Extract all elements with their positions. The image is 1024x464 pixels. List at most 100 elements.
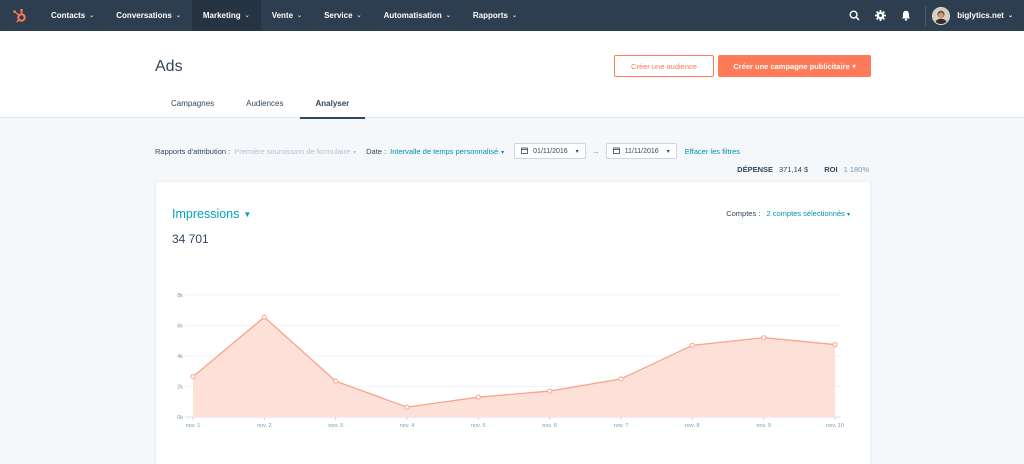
date-range-dropdown[interactable]: Intervalle de temps personnalisé ▾ xyxy=(390,147,504,156)
metric-total: 34 701 xyxy=(172,232,209,246)
tab-campaigns[interactable]: Campagnes xyxy=(171,99,215,108)
x-tick-label: nov. 8 xyxy=(685,423,700,429)
create-campaign-label: Créer une campagne publicitaire xyxy=(733,61,850,71)
roi-label: ROI xyxy=(824,165,838,174)
nav-item-contacts[interactable]: Contacts ⌄ xyxy=(40,0,105,31)
caret-down-icon: ▾ xyxy=(852,63,856,70)
nav-item-rapports[interactable]: Rapports ⌄ xyxy=(462,0,528,31)
data-point xyxy=(547,388,553,394)
chevron-down-icon: ⌄ xyxy=(445,13,451,19)
hubspot-logo-icon[interactable] xyxy=(0,0,40,31)
nav-item-service[interactable]: Service ⌄ xyxy=(313,0,373,31)
caret-down-icon: ▼ xyxy=(243,209,252,219)
chevron-down-icon: ⌄ xyxy=(1007,13,1013,19)
gear-icon[interactable] xyxy=(867,0,893,31)
accounts-value: 2 comptes sélectionnés xyxy=(766,209,845,218)
x-tick-label: nov. 10 xyxy=(826,423,844,429)
nav-item-label: Marketing xyxy=(202,11,241,20)
metric-dropdown[interactable]: Impressions ▼ xyxy=(172,207,251,221)
data-point xyxy=(404,404,410,410)
nav-item-label: Contacts xyxy=(51,11,86,20)
chevron-down-icon: ⌄ xyxy=(356,13,362,19)
nav-item-conversations[interactable]: Conversations ⌄ xyxy=(105,0,192,31)
calendar-icon xyxy=(521,147,529,156)
metric-label: Impressions xyxy=(172,207,240,221)
data-point xyxy=(761,335,767,341)
data-point xyxy=(618,376,624,382)
chevron-down-icon: ⌄ xyxy=(297,13,303,19)
y-tick-label: 2k xyxy=(177,385,183,391)
data-point xyxy=(190,374,196,380)
series-area xyxy=(193,317,835,417)
attribution-dropdown[interactable]: Première soumission de formulaire ▾ xyxy=(234,147,356,156)
ads-tabs: Campagnes Audiences Analyser xyxy=(155,93,366,119)
accounts-label: Comptes : xyxy=(726,209,761,218)
x-tick-label: nov. 4 xyxy=(400,423,415,429)
data-point xyxy=(832,342,838,348)
nav-item-label: Automatisation xyxy=(383,11,442,20)
arrow-right-icon: → xyxy=(591,146,600,156)
page-title: Ads xyxy=(155,58,183,75)
attribution-label: Rapports d'attribution : xyxy=(155,146,231,156)
x-tick-label: nov. 7 xyxy=(614,423,629,429)
series-line xyxy=(192,316,836,408)
caret-down-icon: ▾ xyxy=(575,148,579,155)
avatar xyxy=(932,6,951,25)
chevron-down-icon: ⌄ xyxy=(244,13,250,19)
tab-analyze[interactable]: Analyser xyxy=(299,93,366,119)
date-range-value: Intervalle de temps personnalisé xyxy=(390,146,499,156)
data-point xyxy=(475,394,481,400)
accounts-filter: Comptes : 2 comptes sélectionnés ▾ xyxy=(726,209,850,218)
search-icon[interactable] xyxy=(841,0,867,31)
spend-label: DÉPENSE xyxy=(737,165,774,174)
nav-item-automatisation[interactable]: Automatisation ⌄ xyxy=(373,0,462,31)
nav-item-label: Conversations xyxy=(116,11,172,20)
x-tick-label: nov. 3 xyxy=(328,423,343,429)
bell-icon[interactable] xyxy=(893,0,919,31)
chevron-down-icon: ⌄ xyxy=(89,13,95,19)
top-nav-right: biglytics.net ⌄ xyxy=(841,0,1024,31)
start-date-value: 01/11/2016 xyxy=(533,147,568,155)
account-menu[interactable]: biglytics.net ⌄ xyxy=(932,6,1024,25)
page-header: Ads Créer une audience Créer une campagn… xyxy=(0,31,1024,119)
tab-audiences[interactable]: Audiences xyxy=(246,99,284,108)
nav-item-label: Rapports xyxy=(472,11,508,20)
chevron-down-icon: ⌄ xyxy=(175,13,181,19)
top-navigation: Contacts ⌄ Conversations ⌄ Marketing ⌄ Vente ⌄ S… xyxy=(0,0,1024,31)
chevron-down-icon: ⌄ xyxy=(511,13,517,19)
calendar-icon xyxy=(612,147,620,156)
y-tick-label: 6k xyxy=(177,324,183,330)
y-tick-label: 8k xyxy=(177,293,183,299)
spend-summary: DÉPENSE 371,14 $ ROI 1 180% xyxy=(737,165,869,174)
end-date-picker[interactable]: 11/11/2016 ▾ xyxy=(605,143,677,159)
nav-item-marketing[interactable]: Marketing ⌄ xyxy=(191,0,261,31)
create-campaign-button[interactable]: Créer une campagne publicitaire ▾ xyxy=(718,55,871,77)
nav-item-label: Service xyxy=(324,11,353,20)
impressions-card: Impressions ▼ 34 701 Comptes : 2 comptes… xyxy=(155,181,871,464)
accounts-dropdown[interactable]: 2 comptes sélectionnés ▾ xyxy=(767,209,851,218)
nav-item-vente[interactable]: Vente ⌄ xyxy=(261,0,313,31)
account-name: biglytics.net xyxy=(957,11,1004,20)
clear-filters-link[interactable]: Effacer les filtres xyxy=(684,146,741,156)
y-tick-label: 4k xyxy=(177,354,183,360)
data-point xyxy=(689,342,695,348)
nav-item-label: Vente xyxy=(271,11,294,20)
attribution-value: Première soumission de formulaire xyxy=(234,146,351,156)
impressions-chart: 0k 2k 4k 6k 8k nov. 1 nov. 2 nov. 3 nov. 4 nov. 5… xyxy=(177,293,844,429)
start-date-picker[interactable]: 01/11/2016 ▾ xyxy=(514,143,586,159)
filter-bar: Rapports d'attribution : Première soumis… xyxy=(155,143,875,159)
caret-down-icon: ▾ xyxy=(353,149,357,156)
caret-down-icon: ▾ xyxy=(666,148,670,155)
y-tick-label: 0k xyxy=(177,415,183,421)
spend-value: 371,14 $ xyxy=(779,165,809,174)
create-audience-button[interactable]: Créer une audience xyxy=(614,55,714,77)
caret-down-icon: ▾ xyxy=(846,212,850,218)
x-tick-label: nov. 1 xyxy=(186,423,201,429)
data-point xyxy=(333,378,339,384)
data-point xyxy=(261,314,267,320)
x-tick-label: nov. 6 xyxy=(542,423,557,429)
x-tick-label: nov. 5 xyxy=(471,423,486,429)
x-tick-label: nov. 9 xyxy=(756,423,771,429)
caret-down-icon: ▾ xyxy=(501,149,505,156)
nav-divider xyxy=(925,5,927,26)
